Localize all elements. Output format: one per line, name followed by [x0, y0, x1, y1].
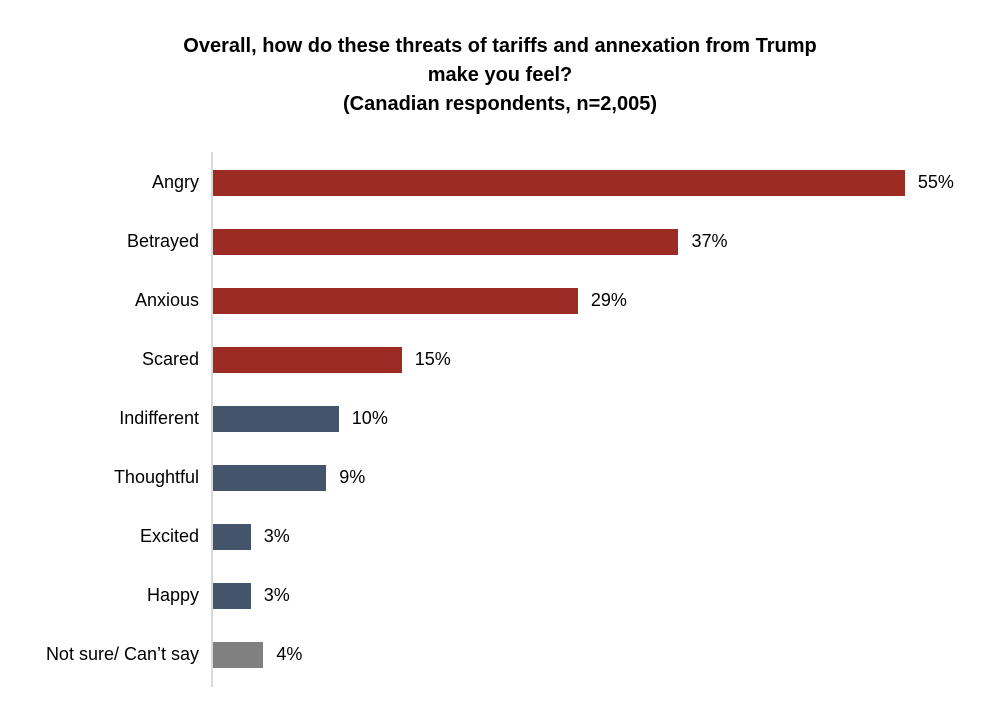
y-axis-line [211, 152, 213, 687]
value-label: 29% [590, 290, 627, 310]
bar-track: 4% [211, 625, 1000, 684]
bar-track: 29% [211, 271, 1000, 330]
category-label: Excited [139, 526, 199, 546]
chart-row: Thoughtful 9% [0, 448, 1000, 507]
bar-track: 3% [211, 507, 1000, 566]
bar-track: 9% [211, 448, 1000, 507]
bar [213, 464, 327, 491]
bar-track: 37% [211, 212, 1000, 271]
value-label: 3% [263, 526, 290, 546]
bar [213, 523, 251, 550]
value-label: 10% [351, 408, 388, 428]
category-label: Anxious [134, 290, 199, 310]
category-label: Scared [141, 349, 199, 369]
category-label: Thoughtful [113, 467, 199, 487]
chart-title-line-2: make you feel? [427, 64, 573, 86]
value-label: 9% [339, 467, 366, 487]
chart-title: Overall, how do these threats of tariffs… [0, 32, 1000, 119]
value-label: 55% [917, 172, 954, 192]
chart-row: Scared 15% [0, 330, 1000, 389]
bar [213, 582, 251, 609]
bar [213, 641, 264, 668]
category-label: Not sure/ Can’t say [45, 644, 199, 664]
value-label: 3% [263, 585, 290, 605]
value-label: 15% [414, 349, 451, 369]
bar [213, 169, 905, 196]
category-label: Happy [146, 585, 199, 605]
chart-row: Excited 3% [0, 507, 1000, 566]
bar-track: 55% [211, 153, 1000, 212]
value-label: 37% [691, 231, 728, 251]
chart-title-line-1: Overall, how do these threats of tariffs… [183, 35, 817, 57]
bar-track: 10% [211, 389, 1000, 448]
chart-row: Betrayed 37% [0, 212, 1000, 271]
category-label: Indifferent [119, 408, 199, 428]
chart-title-line-3: (Canadian respondents, n=2,005) [343, 93, 657, 115]
value-label: 4% [276, 644, 303, 664]
bar-track: 3% [211, 566, 1000, 625]
chart-row: Anxious 29% [0, 271, 1000, 330]
bar [213, 287, 578, 314]
category-label: Betrayed [126, 231, 199, 251]
bar [213, 405, 339, 432]
chart-row: Angry 55% [0, 153, 1000, 212]
chart-row: Happy 3% [0, 566, 1000, 625]
chart-row: Not sure/ Can’t say 4% [0, 625, 1000, 684]
category-label: Angry [151, 172, 199, 192]
chart-row: Indifferent 10% [0, 389, 1000, 448]
bar [213, 228, 679, 255]
bar-track: 15% [211, 330, 1000, 389]
bar [213, 346, 402, 373]
bars-area: Angry 55% Betrayed 37% Anxious 29% Scare… [0, 153, 1000, 684]
